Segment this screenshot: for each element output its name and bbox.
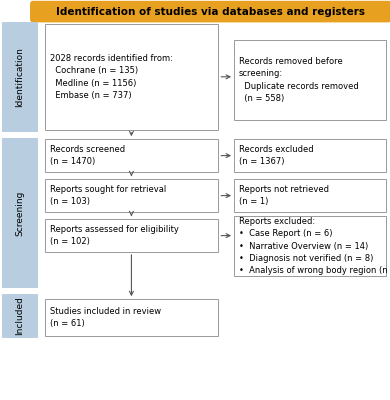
- Text: Reports not retrieved
(n = 1): Reports not retrieved (n = 1): [239, 185, 329, 206]
- Text: Reports sought for retrieval
(n = 103): Reports sought for retrieval (n = 103): [50, 185, 166, 206]
- Bar: [234, 179, 386, 212]
- Text: Included: Included: [15, 296, 25, 336]
- Bar: [234, 216, 386, 276]
- Bar: [45, 24, 218, 130]
- FancyBboxPatch shape: [30, 1, 390, 22]
- Text: Identification of studies via databases and registers: Identification of studies via databases …: [56, 7, 365, 17]
- Text: 2028 records identified from:
  Cochrane (n = 135)
  Medline (n = 1156)
  Embase: 2028 records identified from: Cochrane (…: [50, 54, 172, 100]
- Bar: [45, 139, 218, 172]
- Text: Records excluded
(n = 1367): Records excluded (n = 1367): [239, 145, 313, 166]
- Text: Studies included in review
(n = 61): Studies included in review (n = 61): [50, 307, 161, 328]
- Bar: [45, 179, 218, 212]
- Text: Screening: Screening: [15, 190, 25, 236]
- Text: Reports assessed for eligibility
(n = 102): Reports assessed for eligibility (n = 10…: [50, 225, 178, 246]
- Bar: [45, 219, 218, 252]
- Bar: [2, 294, 38, 338]
- Text: Reports excluded:
•  Case Report (n = 6)
•  Narrative Overview (n = 14)
•  Diagn: Reports excluded: • Case Report (n = 6) …: [239, 217, 390, 275]
- Text: Identification: Identification: [15, 47, 25, 107]
- Bar: [45, 299, 218, 336]
- Text: Records removed before
screening:
  Duplicate records removed
  (n = 558): Records removed before screening: Duplic…: [239, 57, 358, 103]
- Text: Records screened
(n = 1470): Records screened (n = 1470): [50, 145, 125, 166]
- Bar: [2, 22, 38, 132]
- Bar: [234, 40, 386, 120]
- Bar: [2, 138, 38, 288]
- Bar: [234, 139, 386, 172]
